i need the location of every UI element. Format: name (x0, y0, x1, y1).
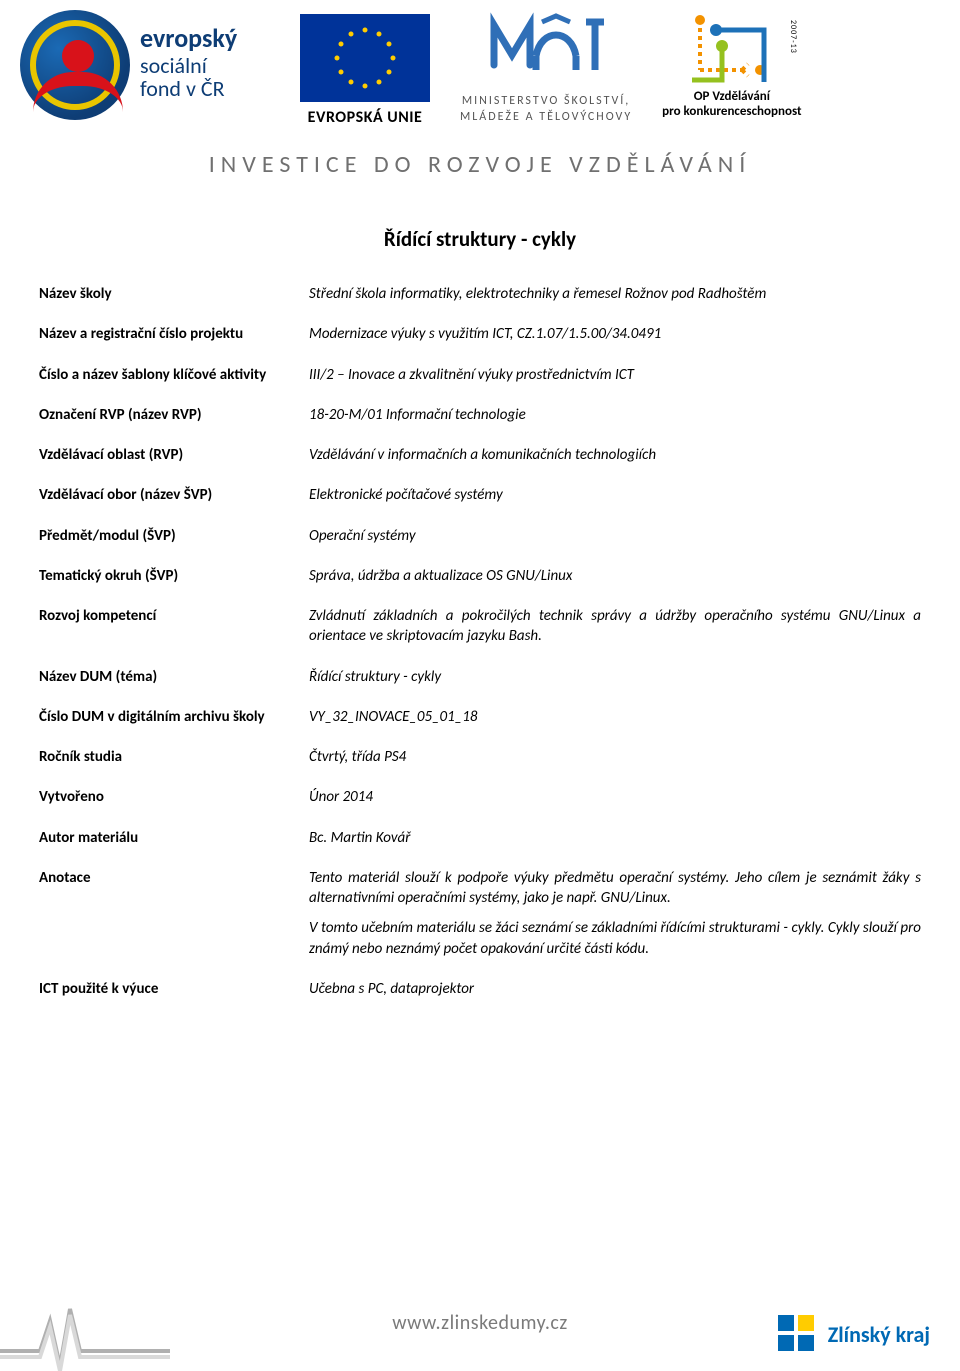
metadata-value: Správa, údržba a aktualizace OS GNU/Linu… (305, 556, 925, 596)
table-row: Autor materiáluBc. Martin Kovář (35, 818, 925, 858)
metadata-value: Bc. Martin Kovář (305, 818, 925, 858)
metadata-value: Učebna s PC, dataprojektor (305, 969, 925, 1009)
metadata-key: Název školy (35, 274, 305, 314)
pulse-icon (0, 1291, 170, 1371)
metadata-key: Označení RVP (název RVP) (35, 395, 305, 435)
metadata-value: Střední škola informatiky, elektrotechni… (305, 274, 925, 314)
metadata-key: ICT použité k výuce (35, 969, 305, 1009)
table-row: AnotaceTento materiál slouží k podpoře v… (35, 858, 925, 969)
table-row: Vzdělávací oblast (RVP)Vzdělávání v info… (35, 435, 925, 475)
metadata-table: Název školyStřední škola informatiky, el… (35, 274, 925, 1009)
esf-line3: fond v ČR (140, 77, 237, 100)
metadata-value: Vzdělávání v informačních a komunikačníc… (305, 435, 925, 475)
zlinsky-kraj-label: Zlínský kraj (828, 1321, 930, 1348)
metadata-value: Řídící struktury - cykly (305, 657, 925, 697)
esf-logo: evropský sociální fond v ČR (20, 10, 290, 140)
msmt-line2: MLÁDEŽE A TĚLOVÝCHOVY (460, 110, 632, 126)
zlinsky-kraj-logo: Zlínský kraj (778, 1315, 930, 1353)
metadata-key: Název DUM (téma) (35, 657, 305, 697)
opvk-line1: OP Vzdělávání (662, 90, 801, 105)
metadata-value: Únor 2014 (305, 777, 925, 817)
opvk-line2: pro konkurenceschopnost (662, 105, 801, 120)
table-row: Číslo a název šablony klíčové aktivityII… (35, 355, 925, 395)
annotation-p2: V tomto učebním materiálu se žáci seznám… (309, 918, 921, 959)
metadata-value: VY_32_INOVACE_05_01_18 (305, 697, 925, 737)
metadata-key: Předmět/modul (ŠVP) (35, 516, 305, 556)
msmt-line1: MINISTERSTVO ŠKOLSTVÍ, (460, 94, 632, 110)
metadata-value: Zvládnutí základních a pokročilých techn… (305, 596, 925, 657)
metadata-value: Čtvrtý, třída PS4 (305, 737, 925, 777)
table-row: Označení RVP (název RVP)18-20-M/01 Infor… (35, 395, 925, 435)
metadata-value: 18-20-M/01 Informační technologie (305, 395, 925, 435)
metadata-value: Elektronické počítačové systémy (305, 475, 925, 515)
eu-flag-icon (300, 14, 430, 102)
metadata-key: Vytvořeno (35, 777, 305, 817)
table-row: Ročník studiaČtvrtý, třída PS4 (35, 737, 925, 777)
metadata-key: Číslo a název šablony klíčové aktivity (35, 355, 305, 395)
logo-row: evropský sociální fond v ČR (20, 10, 940, 140)
metadata-key: Vzdělávací oblast (RVP) (35, 435, 305, 475)
table-row: Název DUM (téma)Řídící struktury - cykly (35, 657, 925, 697)
footer: www.zlinskedumy.cz Zlínský kraj (0, 1275, 960, 1371)
header-logo-band: evropský sociální fond v ČR (0, 0, 960, 200)
metadata-value: Modernizace výuky s využitím ICT, CZ.1.0… (305, 314, 925, 354)
zlinsky-kraj-icon (778, 1315, 816, 1353)
metadata-key: Číslo DUM v digitálním archivu školy (35, 697, 305, 737)
annotation-p1: Tento materiál slouží k podpoře výuky př… (309, 868, 921, 909)
table-row: Název školyStřední škola informatiky, el… (35, 274, 925, 314)
table-row: Číslo DUM v digitálním archivu školyVY_3… (35, 697, 925, 737)
table-row: Název a registrační číslo projektuModern… (35, 314, 925, 354)
metadata-key: Ročník studia (35, 737, 305, 777)
metadata-key: Vzdělávací obor (název ŠVP) (35, 475, 305, 515)
footer-url: www.zlinskedumy.cz (392, 1311, 567, 1335)
table-row: VytvořenoÚnor 2014 (35, 777, 925, 817)
metadata-value: Tento materiál slouží k podpoře výuky př… (305, 858, 925, 969)
msmt-logo-block: MINISTERSTVO ŠKOLSTVÍ, MLÁDEŽE A TĚLOVÝC… (460, 10, 632, 125)
opvk-logo-block: 2007-13 OP Vzdělávání pro konkurencescho… (662, 10, 801, 120)
opvk-years: 2007-13 (788, 20, 798, 54)
esf-line2: sociální (140, 54, 237, 77)
metadata-key: Autor materiálu (35, 818, 305, 858)
esf-logo-text: evropský sociální fond v ČR (140, 22, 237, 100)
page-title: Řídící struktury - cykly (0, 226, 960, 252)
metadata-value: Operační systémy (305, 516, 925, 556)
table-row: Vzdělávací obor (název ŠVP)Elektronické … (35, 475, 925, 515)
metadata-key: Tematický okruh (ŠVP) (35, 556, 305, 596)
metadata-value: III/2 – Inovace a zkvalitnění výuky pros… (305, 355, 925, 395)
metadata-key: Název a registrační číslo projektu (35, 314, 305, 354)
table-row: Tematický okruh (ŠVP)Správa, údržba a ak… (35, 556, 925, 596)
eu-label: EVROPSKÁ UNIE (308, 108, 423, 127)
tagline: INVESTICE DO ROZVOJE VZDĚLÁVÁNÍ (20, 150, 940, 179)
table-row: Předmět/modul (ŠVP)Operační systémy (35, 516, 925, 556)
table-row: Rozvoj kompetencíZvládnutí základních a … (35, 596, 925, 657)
metadata-key: Anotace (35, 858, 305, 969)
eu-logo: EVROPSKÁ UNIE (300, 14, 430, 127)
msmt-logo-icon (486, 10, 606, 90)
esf-line1: evropský (140, 22, 237, 54)
metadata-key: Rozvoj kompetencí (35, 596, 305, 657)
opvk-logo-icon: 2007-13 (682, 10, 782, 90)
table-row: ICT použité k výuceUčebna s PC, dataproj… (35, 969, 925, 1009)
